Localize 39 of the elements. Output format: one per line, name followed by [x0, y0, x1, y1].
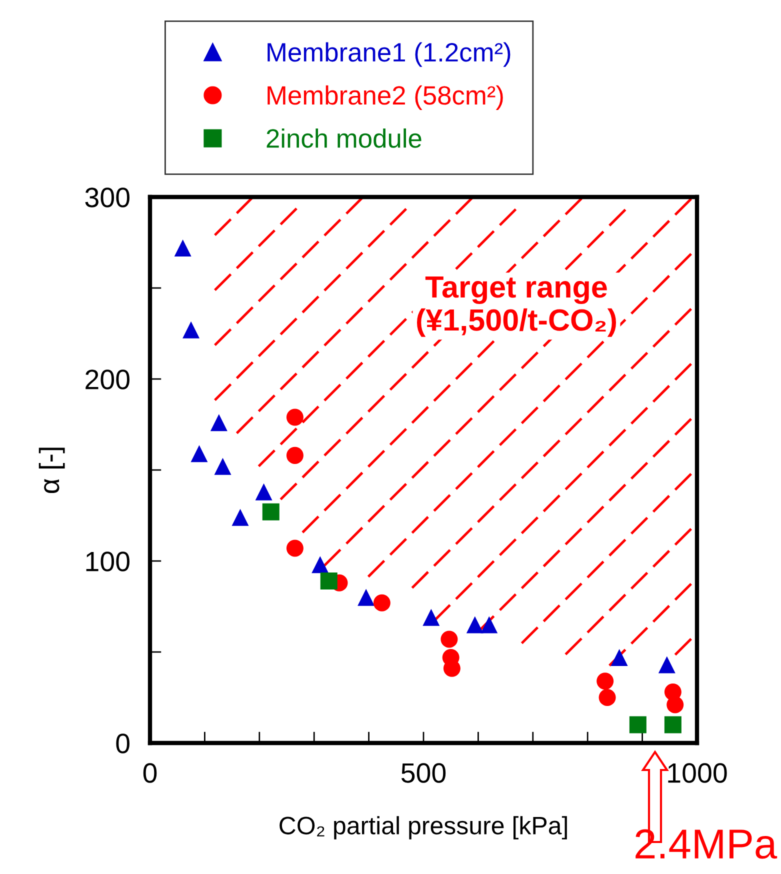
point [358, 588, 375, 606]
point [666, 696, 684, 714]
annotation: Target range (¥1,500/t-CO₂) [416, 276, 616, 337]
point [480, 616, 498, 634]
x-tick-label: 500 [401, 763, 446, 783]
y-tick-label: 300 [85, 188, 130, 208]
point [466, 616, 484, 634]
point [312, 556, 329, 574]
point [190, 445, 208, 462]
x-tick-label: 1000 [668, 763, 727, 783]
point [232, 508, 249, 526]
point [664, 716, 682, 734]
point [286, 446, 304, 464]
point [214, 458, 232, 475]
point [320, 572, 338, 590]
point [174, 239, 192, 256]
point [629, 716, 646, 734]
x-tick-label: 0 [143, 763, 157, 783]
point [422, 608, 440, 626]
point [658, 656, 676, 674]
point [286, 540, 304, 557]
point [255, 483, 272, 500]
point [286, 408, 304, 426]
point [373, 594, 390, 612]
point [440, 630, 458, 648]
y-axis-title: α [-] [38, 448, 65, 494]
x-axis-title: CO₂ partial pressure [kPa] [280, 816, 567, 840]
y-tick-label: 200 [86, 370, 130, 390]
point [598, 688, 616, 706]
text: 2.4MPa [636, 829, 778, 859]
y-tick-label: 100 [86, 552, 130, 572]
legend-label: Membrane2 (58cm²) [268, 85, 503, 110]
point [262, 503, 280, 520]
legend-label: 2inch module [266, 128, 422, 148]
point [596, 672, 614, 690]
legend-label: Membrane1 (1.2cm²) [268, 42, 510, 67]
point [210, 414, 228, 432]
y-tick-label: 0 [116, 734, 130, 754]
point [182, 321, 200, 338]
